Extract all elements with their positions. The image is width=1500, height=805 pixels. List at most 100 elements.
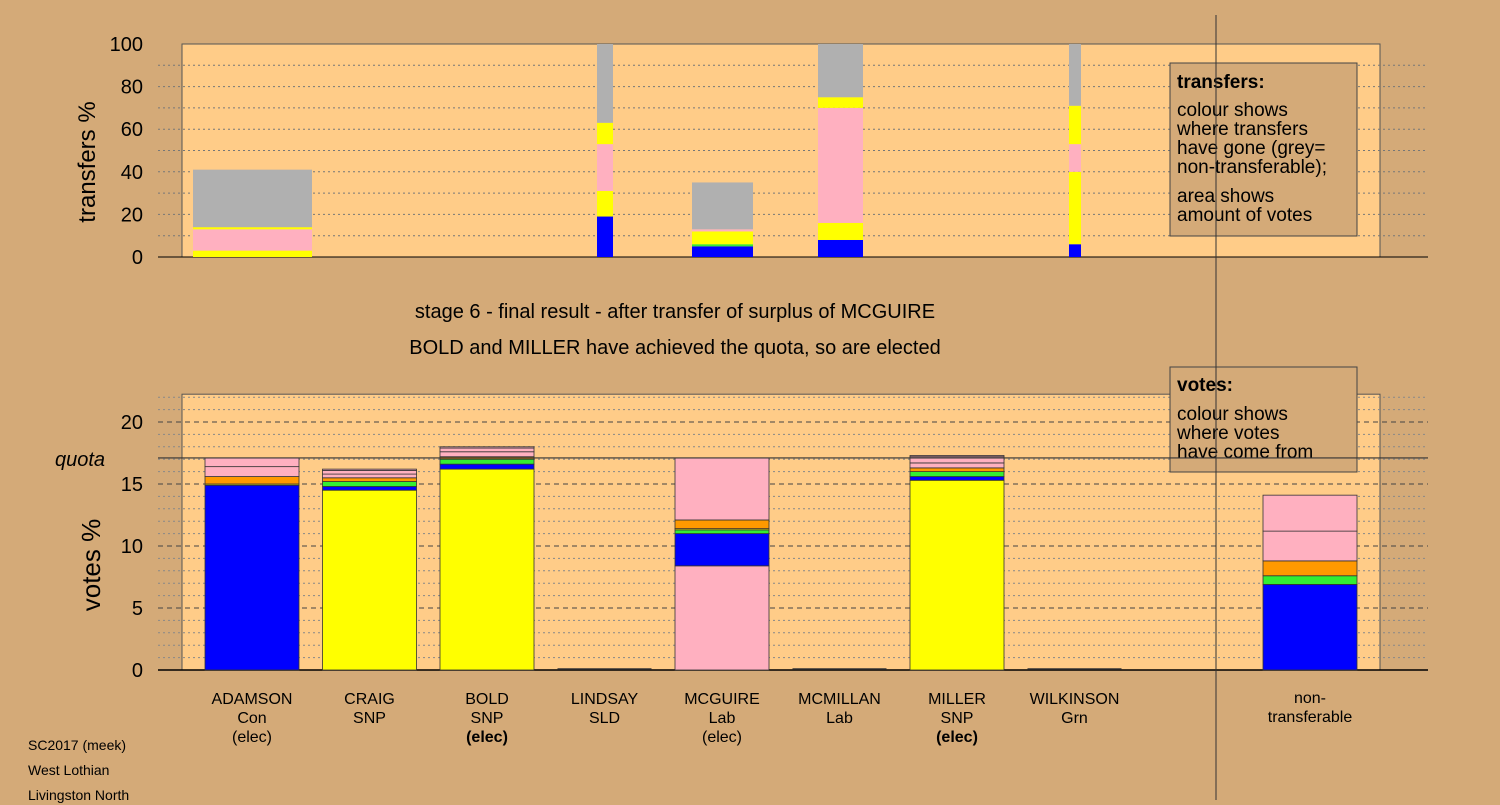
transfer-segment-mcmillan-snp bbox=[818, 222, 863, 240]
candidate-party-label: SNP bbox=[471, 710, 504, 727]
votes-tick-label: 15 bbox=[121, 474, 143, 496]
vote-segment-bold-con bbox=[439, 463, 535, 470]
transfer-segment-mcguire-con bbox=[692, 246, 753, 257]
candidate-party-label: SNP bbox=[353, 710, 386, 727]
candidate-status-label: (elec) bbox=[936, 729, 978, 746]
votes-tick-label: 10 bbox=[121, 536, 143, 558]
stage-subtitle: BOLD and MILLER have achieved the quota,… bbox=[409, 337, 940, 359]
transfers-axis-label: transfers % bbox=[74, 101, 101, 222]
transfer-segment-lindsay-nontransferable bbox=[597, 44, 613, 123]
vote-segment-miller-lab bbox=[909, 462, 1005, 469]
votes-legend-box bbox=[1169, 366, 1358, 473]
votes-axis-label: votes % bbox=[76, 519, 106, 612]
transfers-tick-label: 80 bbox=[121, 77, 143, 99]
category-label-nontransferable: transferable bbox=[1268, 709, 1353, 726]
transfer-segment-wilkinson-nontransferable bbox=[1069, 44, 1081, 106]
votes-legend-line: have come from bbox=[1177, 442, 1313, 463]
votes-tick-label: 5 bbox=[132, 598, 143, 620]
transfer-segment-wilkinson-con bbox=[1069, 244, 1081, 257]
transfer-segment-adamson-nontransferable bbox=[193, 169, 312, 228]
votes-legend-title: votes: bbox=[1177, 375, 1233, 396]
vote-segment-craig-snp bbox=[322, 489, 417, 671]
vote-segment-bold-grn bbox=[439, 458, 535, 465]
footer-council: West Lothian bbox=[28, 762, 110, 778]
transfers-legend-line: amount of votes bbox=[1177, 205, 1312, 226]
transfers-tick-label: 0 bbox=[132, 247, 143, 269]
transfers-legend-line: area shows bbox=[1177, 186, 1274, 207]
vote-segment-adamson-sld bbox=[204, 476, 300, 485]
candidate-party-label: SNP bbox=[941, 710, 974, 727]
candidate-party-label: SLD bbox=[589, 710, 620, 727]
transfers-legend-box bbox=[1169, 62, 1358, 237]
votes-tick-label: 20 bbox=[121, 412, 143, 434]
vote-segment-miller-sld bbox=[909, 467, 1005, 473]
candidate-name-label: MCMILLAN bbox=[798, 691, 881, 708]
transfers-legend-line: colour shows bbox=[1177, 100, 1288, 121]
candidate-status-label: (elec) bbox=[466, 729, 508, 746]
votes-tick-label: 0 bbox=[132, 660, 143, 682]
vote-segment-non-transferable-lab bbox=[1262, 530, 1358, 562]
candidate-name-label: WILKINSON bbox=[1030, 691, 1120, 708]
quota-label: quota bbox=[55, 449, 105, 471]
category-label-nontransferable: non- bbox=[1294, 690, 1326, 707]
transfers-legend-line: where transfers bbox=[1176, 119, 1308, 140]
candidate-party-label: Con bbox=[237, 710, 266, 727]
transfers-legend-title: transfers: bbox=[1177, 72, 1265, 93]
candidate-party-label: Grn bbox=[1061, 710, 1088, 727]
vote-segment-mcguire-sld bbox=[674, 519, 770, 530]
transfer-segment-lindsay-snp bbox=[597, 190, 613, 217]
vote-segment-bold-lab bbox=[439, 451, 535, 458]
footer-election: SC2017 (meek) bbox=[28, 737, 127, 753]
transfer-segment-wilkinson-lab bbox=[1069, 144, 1081, 172]
candidate-name-label: CRAIG bbox=[344, 691, 395, 708]
vote-segment-craig-sld bbox=[322, 477, 417, 482]
transfer-segment-adamson-snp bbox=[193, 227, 312, 230]
transfer-segment-mcmillan-lab bbox=[818, 107, 863, 223]
transfer-segment-mcmillan-snp bbox=[818, 97, 863, 108]
vote-segment-craig-grn bbox=[322, 481, 417, 487]
transfer-segment-adamson-lab bbox=[193, 229, 312, 251]
vote-segment-craig-lab bbox=[322, 468, 417, 471]
vote-segment-craig-con bbox=[322, 486, 417, 491]
candidate-name-label: LINDSAY bbox=[571, 691, 639, 708]
vote-segment-non-transferable-lab bbox=[1262, 494, 1358, 532]
transfers-legend-line: non-transferable); bbox=[1177, 157, 1327, 178]
transfer-segment-mcguire-nontransferable bbox=[692, 182, 753, 230]
candidate-status-label: (elec) bbox=[702, 729, 742, 746]
transfer-segment-mcmillan-con bbox=[818, 239, 863, 257]
vote-segment-non-transferable-grn bbox=[1262, 575, 1358, 585]
candidate-status-label: (elec) bbox=[232, 729, 272, 746]
transfers-tick-label: 40 bbox=[121, 162, 143, 184]
vote-segment-adamson-con bbox=[204, 484, 300, 671]
transfer-segment-mcguire-lab bbox=[692, 229, 753, 232]
candidate-name-label: BOLD bbox=[465, 691, 509, 708]
candidate-name-label: ADAMSON bbox=[212, 691, 293, 708]
transfer-segment-mcguire-snp bbox=[692, 231, 753, 245]
transfers-legend-line: have gone (grey= bbox=[1177, 138, 1325, 159]
transfer-segment-lindsay-lab bbox=[597, 144, 613, 191]
vote-segment-adamson-lab bbox=[204, 466, 300, 477]
vote-segment-miller-snp bbox=[909, 479, 1005, 671]
votes-legend-line: where votes bbox=[1176, 423, 1279, 444]
candidate-party-label: Lab bbox=[826, 710, 853, 727]
vote-segment-bold-lab bbox=[439, 447, 535, 453]
vote-segment-adamson-lab bbox=[204, 457, 300, 468]
candidate-name-label: MCGUIRE bbox=[684, 691, 760, 708]
transfer-segment-mcguire-grn bbox=[692, 244, 753, 247]
transfer-segment-lindsay-snp bbox=[597, 122, 613, 145]
vote-segment-craig-lab bbox=[322, 473, 417, 479]
vote-segment-miller-grn bbox=[909, 471, 1005, 477]
footer-ward: Livingston North bbox=[28, 787, 130, 803]
transfer-segment-wilkinson-snp bbox=[1069, 171, 1081, 245]
vote-segment-non-transferable-con bbox=[1262, 584, 1358, 671]
vote-segment-bold-snp bbox=[439, 468, 535, 671]
transfers-tick-label: 100 bbox=[110, 34, 143, 56]
vote-segment-mcguire-lab bbox=[674, 457, 770, 521]
votes-legend-line: colour shows bbox=[1177, 404, 1288, 425]
vote-segment-mcguire-lab bbox=[674, 565, 770, 671]
transfer-segment-lindsay-con bbox=[597, 216, 613, 257]
vote-segment-craig-lab bbox=[322, 469, 417, 475]
candidate-name-label: MILLER bbox=[928, 691, 986, 708]
